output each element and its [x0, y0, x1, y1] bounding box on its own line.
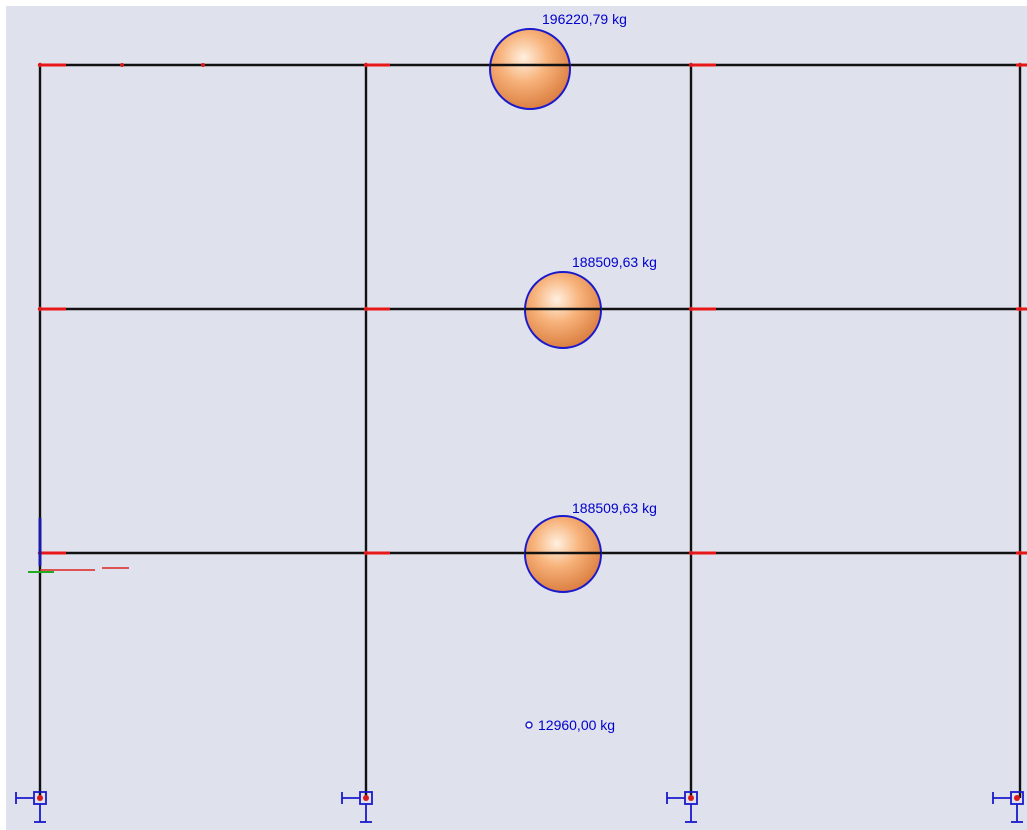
canvas-background	[6, 6, 1027, 830]
node[interactable]	[688, 550, 694, 556]
node[interactable]	[688, 306, 694, 312]
fixed-support-icon[interactable]	[992, 791, 1024, 823]
mass-label: 196220,79 kg	[542, 11, 627, 27]
node[interactable]	[363, 550, 369, 556]
lumped-mass-icon	[489, 28, 571, 110]
node[interactable]	[688, 62, 694, 68]
mass-label: 188509,63 kg	[572, 254, 657, 270]
fixed-support-icon[interactable]	[15, 791, 47, 823]
node[interactable]	[37, 306, 43, 312]
mass-level-1[interactable]: 188509,63 kg	[524, 500, 657, 593]
node[interactable]	[1017, 62, 1023, 68]
nodes	[37, 62, 1023, 556]
node[interactable]	[120, 63, 124, 67]
mass-level-3[interactable]: 196220,79 kg	[489, 11, 627, 110]
node[interactable]	[1017, 550, 1023, 556]
mass-label: 188509,63 kg	[572, 500, 657, 516]
fixed-support-icon[interactable]	[341, 791, 373, 823]
supports	[15, 791, 1024, 823]
coordinate-axes-icon	[28, 518, 129, 573]
node[interactable]	[1017, 306, 1023, 312]
fixed-support-icon[interactable]	[666, 791, 698, 823]
lumped-mass-icon	[525, 721, 533, 729]
lumped-masses: 196220,79 kg 188509,63 kg 188509,63 kg 1…	[489, 11, 657, 733]
mass-base[interactable]: 12960,00 kg	[525, 717, 615, 733]
node[interactable]	[363, 306, 369, 312]
node[interactable]	[37, 62, 43, 68]
mass-label: 12960,00 kg	[538, 717, 615, 733]
node[interactable]	[363, 62, 369, 68]
node[interactable]	[201, 63, 205, 67]
mass-level-2[interactable]: 188509,63 kg	[524, 254, 657, 349]
